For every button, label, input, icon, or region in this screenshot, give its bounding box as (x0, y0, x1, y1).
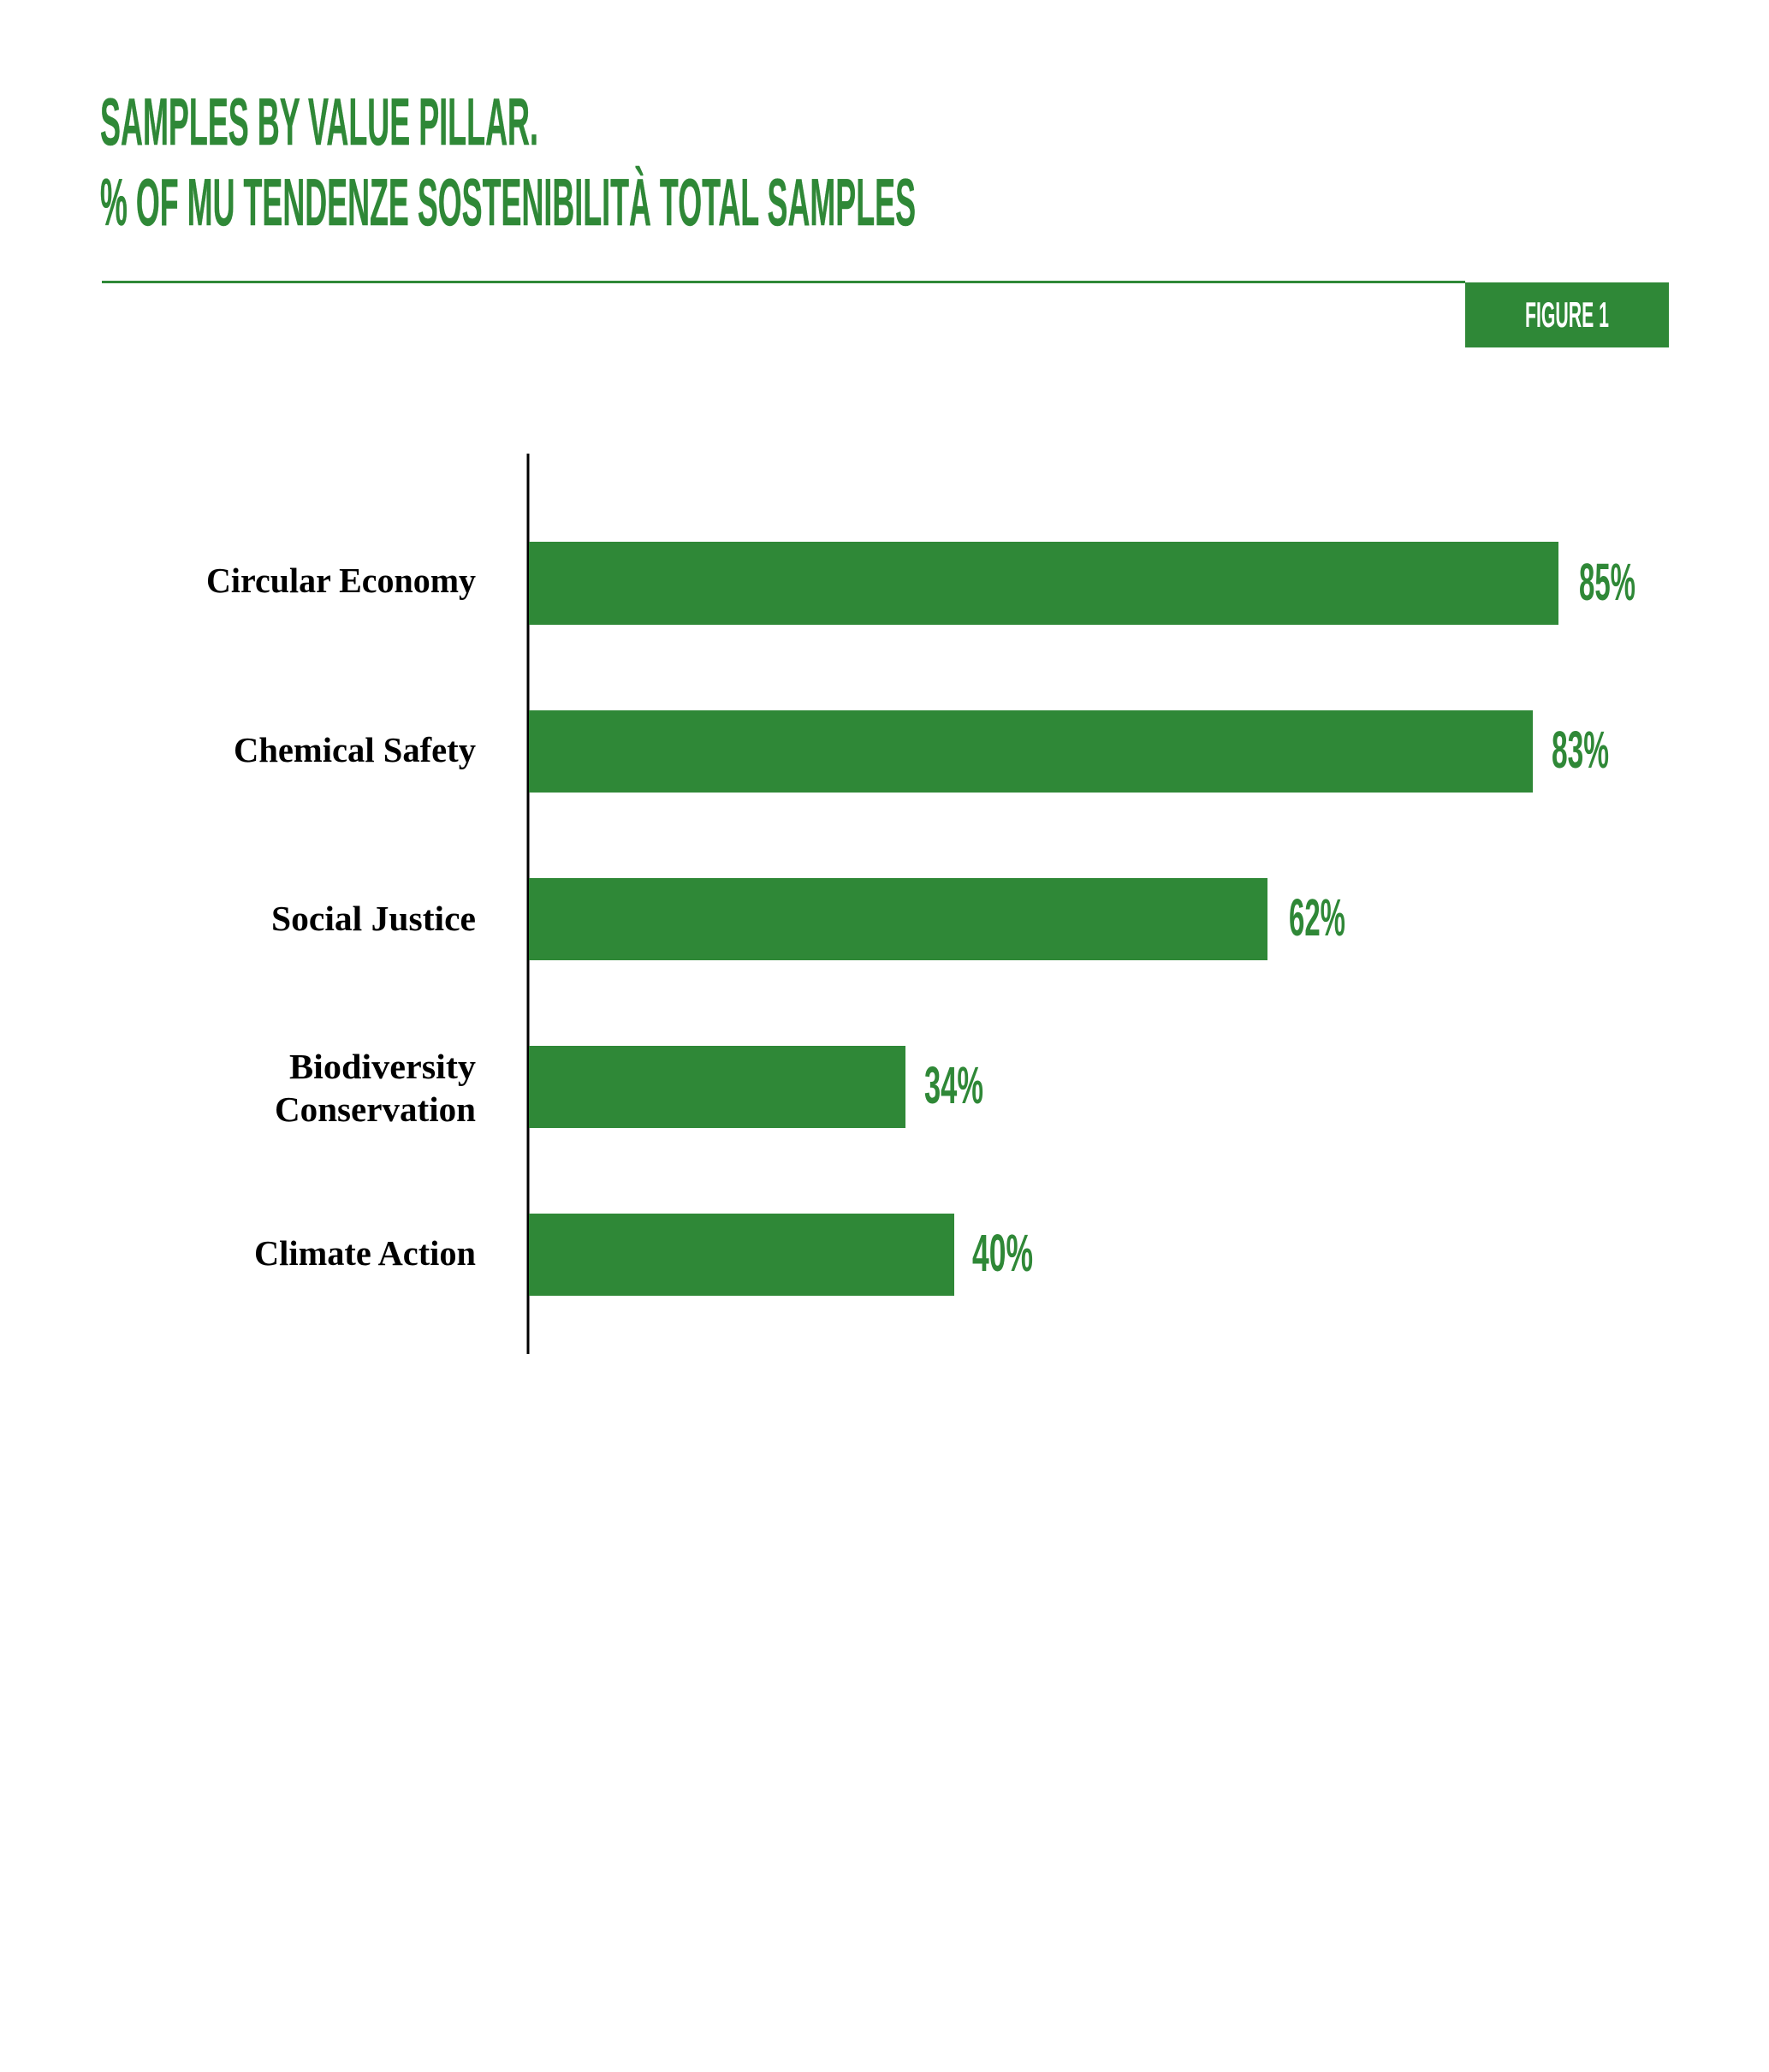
svg-text:83%: 83% (1552, 721, 1609, 779)
svg-text:40%: 40% (972, 1224, 1033, 1282)
svg-text:Climate Action: Climate Action (254, 1233, 476, 1273)
svg-text:Circular Economy: Circular Economy (206, 561, 476, 600)
svg-text:Chemical Safety: Chemical Safety (234, 730, 476, 769)
svg-text:SAMPLES BY VALUE PILLAR.: SAMPLES BY VALUE PILLAR. (100, 84, 538, 159)
svg-text:% OF MU TENDENZE SOSTENIBILITÀ: % OF MU TENDENZE SOSTENIBILITÀ TOTAL SAM… (100, 164, 916, 240)
svg-text:FIGURE 1: FIGURE 1 (1525, 294, 1609, 335)
svg-text:Social Justice: Social Justice (271, 899, 476, 938)
svg-text:Biodiversity: Biodiversity (289, 1047, 477, 1086)
svg-text:34%: 34% (924, 1056, 983, 1114)
svg-text:62%: 62% (1289, 888, 1345, 947)
svg-text:85%: 85% (1579, 553, 1635, 611)
svg-text:Conservation: Conservation (275, 1089, 476, 1129)
